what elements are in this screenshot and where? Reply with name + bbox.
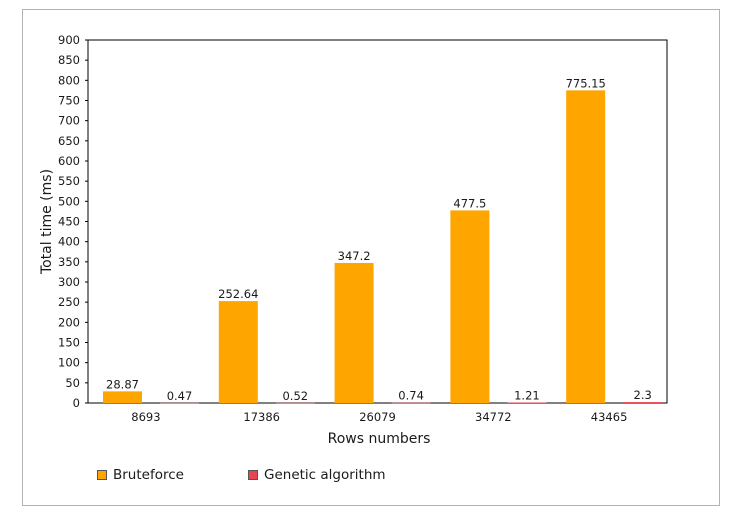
bar-genetic-algorithm (623, 402, 663, 403)
data-label: 775.15 (566, 76, 606, 90)
bar-bruteforce (566, 90, 606, 403)
x-tick-label: 8693 (131, 410, 160, 424)
y-tick-label: 100 (58, 356, 80, 370)
data-label: 1.21 (514, 389, 540, 403)
bar-bruteforce (450, 210, 490, 403)
data-label: 477.5 (453, 196, 486, 210)
data-labels: 28.87 0.47 252.64 0.52 347.2 0.74 477.5 1.21 775… (106, 76, 652, 402)
y-tick-label: 450 (58, 215, 80, 229)
data-label: 2.3 (634, 388, 652, 402)
data-label: 28.87 (106, 377, 139, 391)
data-label: 0.47 (167, 389, 193, 403)
y-tick-label: 750 (58, 94, 80, 108)
x-tick-label: 34772 (475, 410, 512, 424)
y-tick-label: 300 (58, 275, 80, 289)
bar-genetic-algorithm (275, 402, 315, 404)
y-tick-label: 0 (73, 396, 80, 410)
bar-genetic-algorithm (507, 402, 547, 404)
y-axis-title: Total time (ms) (39, 169, 55, 275)
y-tick-label: 250 (58, 295, 80, 309)
y-tick-label: 400 (58, 235, 80, 249)
bar-genetic-algorithm (391, 402, 431, 404)
data-label: 347.2 (338, 249, 371, 263)
y-tick-label: 50 (65, 376, 80, 390)
data-label: 0.52 (282, 389, 308, 403)
y-tick-label: 350 (58, 255, 80, 269)
legend-swatch-bruteforce (97, 470, 107, 480)
legend-label-bruteforce: Bruteforce (113, 467, 184, 483)
x-tick-label: 43465 (591, 410, 628, 424)
y-tick-label: 800 (58, 73, 80, 87)
y-axis: 0 50 100 150 200 250 300 350 400 450 500 550 600 650 7… (58, 33, 88, 410)
y-tick-label: 900 (58, 33, 80, 47)
bars (103, 90, 663, 404)
x-axis-title: Rows numbers (328, 431, 431, 447)
legend-item-bruteforce: Bruteforce (97, 465, 184, 485)
bar-genetic-algorithm (160, 402, 199, 404)
y-tick-label: 150 (58, 336, 80, 350)
data-label: 0.74 (398, 389, 424, 403)
x-axis: 8693 17386 26079 34772 43465 (131, 410, 627, 424)
bar-bruteforce (103, 391, 142, 403)
y-tick-label: 200 (58, 315, 80, 329)
y-tick-label: 600 (58, 154, 80, 168)
y-tick-label: 700 (58, 114, 80, 128)
y-tick-label: 650 (58, 134, 80, 148)
data-label: 252.64 (218, 287, 258, 301)
y-tick-label: 850 (58, 53, 80, 67)
bar-bruteforce (218, 301, 258, 403)
legend-swatch-genetic-algorithm (248, 470, 258, 480)
y-tick-label: 550 (58, 174, 80, 188)
legend-label-genetic-algorithm: Genetic algorithm (264, 467, 386, 483)
x-tick-label: 26079 (359, 410, 396, 424)
legend-item-genetic-algorithm: Genetic algorithm (248, 465, 386, 485)
y-tick-label: 500 (58, 194, 80, 208)
bar-bruteforce (334, 262, 374, 403)
x-tick-label: 17386 (243, 410, 280, 424)
